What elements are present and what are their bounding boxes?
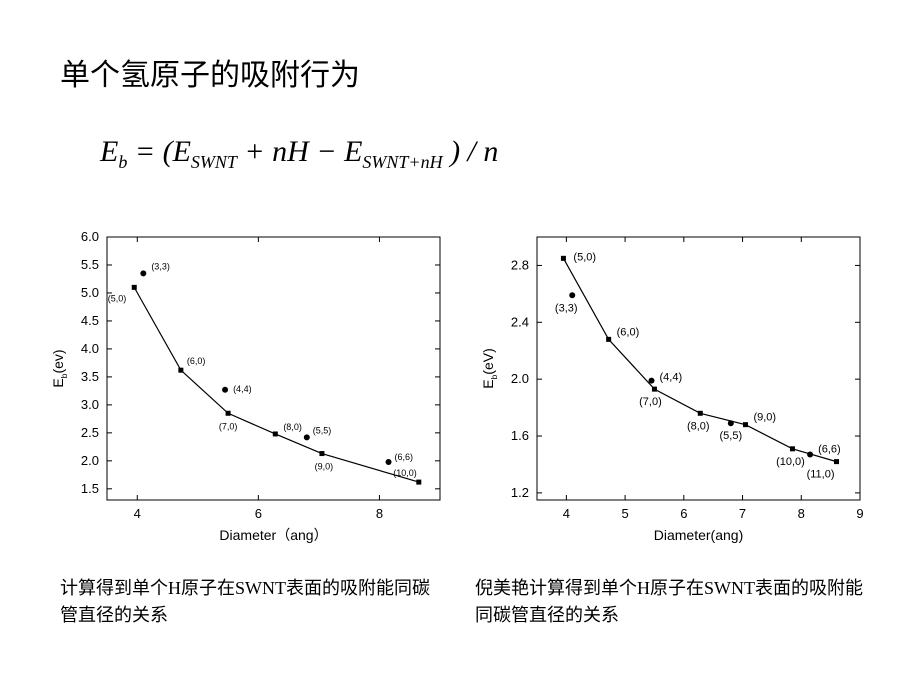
eq-nH: nH (272, 135, 309, 168)
svg-text:Eb(ev): Eb(ev) (50, 349, 69, 387)
svg-text:8: 8 (798, 506, 805, 521)
svg-text:9: 9 (856, 506, 863, 521)
svg-text:(10,0): (10,0) (393, 468, 417, 478)
eq-plus: + (237, 135, 272, 168)
svg-text:(6,6): (6,6) (818, 444, 841, 456)
svg-text:2.8: 2.8 (511, 257, 529, 272)
binding-energy-equation: Eb = (ESWNT + nH − ESWNT+nH ) / n (100, 135, 498, 173)
charts-row: 4 6 8 1.5 2.0 2.5 3.0 3.5 4.0 4.5 5.0 5.5 6.0 Diamete… (45, 225, 875, 550)
svg-text:1.5: 1.5 (81, 481, 99, 496)
svg-text:4.5: 4.5 (81, 313, 99, 328)
svg-text:1.6: 1.6 (511, 428, 529, 443)
svg-text:5: 5 (621, 506, 628, 521)
eq-E1-sub: SWNT (191, 152, 237, 172)
caption-left: 计算得到单个H原子在SWNT表面的吸附能同碳管直径的关系 (60, 575, 430, 629)
svg-text:(6,0): (6,0) (187, 356, 206, 366)
svg-text:8: 8 (376, 506, 383, 521)
svg-text:2.5: 2.5 (81, 425, 99, 440)
eq-E2-sub: SWNT+nH (362, 152, 442, 172)
eq-minus: − (309, 135, 344, 168)
svg-text:(9,0): (9,0) (315, 462, 334, 472)
svg-text:(3,3): (3,3) (555, 302, 578, 314)
svg-text:(5,5): (5,5) (719, 430, 742, 442)
svg-text:(3,3): (3,3) (151, 261, 170, 271)
svg-text:(9,0): (9,0) (753, 412, 776, 424)
svg-text:7: 7 (739, 506, 746, 521)
svg-text:(8,0): (8,0) (687, 420, 710, 432)
eq-lhs-E: E (100, 135, 118, 168)
svg-text:(5,0): (5,0) (108, 293, 127, 303)
slide-title: 单个氢原子的吸附行为 (60, 50, 360, 94)
eq-lhs-sub: b (118, 152, 127, 172)
svg-text:(7,0): (7,0) (639, 396, 662, 408)
svg-text:Diameter（ang）: Diameter（ang） (219, 527, 327, 543)
eq-close: ) / (443, 135, 484, 168)
eq-E1: E (173, 135, 191, 168)
svg-text:6: 6 (255, 506, 262, 521)
chart-left: 4 6 8 1.5 2.0 2.5 3.0 3.5 4.0 4.5 5.0 5.5 6.0 Diamete… (45, 225, 455, 550)
svg-text:(5,0): (5,0) (573, 251, 596, 263)
svg-text:2.4: 2.4 (511, 314, 529, 329)
svg-text:(6,0): (6,0) (617, 326, 640, 338)
eq-open: = ( (127, 135, 172, 168)
svg-text:5.0: 5.0 (81, 285, 99, 300)
svg-text:(8,0): (8,0) (283, 422, 302, 432)
chart2-svg: 4 5 6 7 8 9 1.2 1.6 2.0 2.4 2.8 Diameter(ang) Eb(eV)… (475, 225, 875, 550)
svg-text:4: 4 (563, 506, 570, 521)
svg-text:4.0: 4.0 (81, 341, 99, 356)
svg-text:6.0: 6.0 (81, 229, 99, 244)
eq-n: n (483, 135, 498, 168)
svg-text:(4,4): (4,4) (233, 384, 252, 394)
svg-text:3.0: 3.0 (81, 397, 99, 412)
svg-text:2.0: 2.0 (511, 371, 529, 386)
svg-text:6: 6 (680, 506, 687, 521)
svg-text:(10,0): (10,0) (776, 456, 805, 468)
svg-text:(7,0): (7,0) (219, 421, 238, 431)
svg-text:4: 4 (134, 506, 141, 521)
caption-right: 倪美艳计算得到单个H原子在SWNT表面的吸附能同碳管直径的关系 (475, 575, 875, 629)
eq-E2: E (344, 135, 362, 168)
chart1-svg: 4 6 8 1.5 2.0 2.5 3.0 3.5 4.0 4.5 5.0 5.5 6.0 Diamete… (45, 225, 455, 550)
chart-right: 4 5 6 7 8 9 1.2 1.6 2.0 2.4 2.8 Diameter(ang) Eb(eV)… (475, 225, 875, 550)
svg-text:Diameter(ang): Diameter(ang) (654, 527, 743, 543)
svg-text:Eb(eV): Eb(eV) (480, 348, 499, 388)
svg-text:(6,6): (6,6) (395, 452, 414, 462)
svg-text:1.2: 1.2 (511, 485, 529, 500)
svg-text:5.5: 5.5 (81, 257, 99, 272)
svg-text:(11,0): (11,0) (807, 469, 835, 481)
svg-text:(4,4): (4,4) (660, 372, 683, 384)
svg-text:2.0: 2.0 (81, 453, 99, 468)
svg-text:3.5: 3.5 (81, 369, 99, 384)
svg-text:(5,5): (5,5) (313, 425, 332, 435)
